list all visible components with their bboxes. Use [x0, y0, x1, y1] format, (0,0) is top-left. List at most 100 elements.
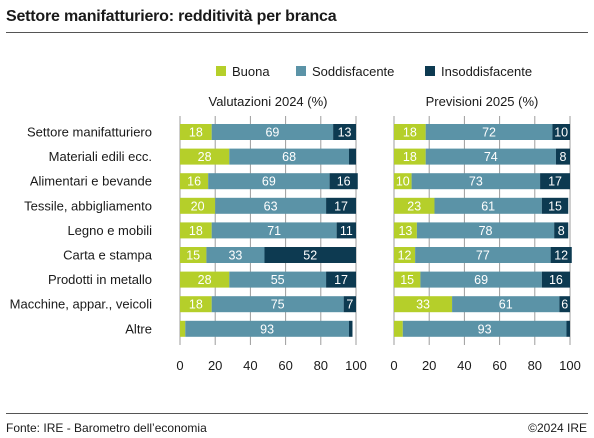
bar-0-4-2: [336, 222, 356, 239]
data-label-0-2-0: 16: [187, 175, 201, 189]
data-label-0-0-1: 69: [265, 126, 279, 140]
category-label-1: Materiali edili ecc.: [49, 149, 152, 164]
category-label-3: Tessile, abbigliamento: [24, 198, 152, 213]
bar-1-7-2: [559, 296, 570, 313]
tick-label-1-1: 20: [422, 358, 436, 373]
tick-label-0-1: 20: [208, 358, 222, 373]
data-label-1-6-2: 16: [549, 273, 563, 287]
data-label-1-3-1: 61: [481, 199, 495, 213]
bar-1-7-0: [394, 296, 453, 313]
data-label-0-4-0: 18: [189, 224, 203, 238]
data-label-1-2-0: 10: [396, 175, 410, 189]
bar-1-5-1: [415, 247, 551, 263]
bar-0-2-2: [329, 173, 358, 190]
data-label-1-1-2: 8: [559, 150, 566, 164]
data-label-1-6-0: 15: [400, 273, 414, 287]
data-label-0-4-1: 71: [267, 224, 281, 238]
tick-label-1-0: 0: [390, 358, 397, 373]
bar-1-0-1: [425, 124, 553, 140]
bottom-divider: [6, 413, 588, 414]
data-label-1-7-1: 61: [499, 298, 513, 312]
data-label-1-4-1: 78: [479, 224, 493, 238]
data-label-0-1-1: 68: [282, 150, 296, 164]
data-label-0-7-2: 7: [346, 298, 353, 312]
tick-label-1-4: 80: [528, 358, 542, 373]
category-label-0: Settore manifatturiero: [27, 125, 152, 140]
bar-1-2-2: [540, 173, 570, 190]
bar-0-2-1: [208, 173, 330, 190]
bar-0-5-2: [264, 247, 356, 263]
bar-1-2-1: [411, 173, 541, 190]
bar-0-6-1: [229, 271, 327, 288]
source-note: Fonte: IRE - Barometro dell’economia: [6, 421, 207, 435]
bar-0-7-1: [211, 296, 344, 313]
legend-swatch-1: [296, 66, 306, 76]
bar-0-5-0: [180, 247, 207, 263]
panel-title-0: Valutazioni 2024 (%): [209, 94, 328, 109]
bar-1-8-1: [402, 320, 567, 337]
data-label-0-5-2: 52: [303, 249, 317, 263]
data-label-0-7-1: 75: [271, 298, 285, 312]
bar-1-0-2: [552, 124, 570, 140]
bar-0-4-0: [180, 222, 212, 239]
data-label-0-7-0: 18: [189, 298, 203, 312]
bar-0-3-2: [326, 197, 356, 214]
tick-label-1-2: 40: [457, 358, 471, 373]
data-label-1-0-0: 18: [403, 126, 417, 140]
bar-0-6-2: [326, 271, 356, 288]
bar-0-8-2: [348, 320, 353, 337]
category-label-4: Legno e mobili: [67, 223, 152, 238]
data-label-0-6-1: 55: [271, 273, 285, 287]
data-label-1-7-0: 33: [416, 298, 430, 312]
data-label-0-5-0: 15: [186, 249, 200, 263]
tick-label-1-5: 100: [559, 358, 581, 373]
data-label-1-1-1: 74: [484, 150, 498, 164]
data-label-1-4-0: 13: [398, 224, 412, 238]
stacked-bar-chart: Buona Soddisfacente Insoddisfacente Settore…: [10, 64, 581, 373]
data-label-1-0-2: 10: [554, 126, 568, 140]
bar-0-0-2: [333, 124, 356, 140]
bar-0-8-0: [180, 320, 186, 337]
legend-label-0: Buona: [232, 64, 270, 79]
bar-1-3-1: [434, 197, 542, 214]
category-label-7: Macchine, appar., veicoli: [10, 297, 152, 312]
category-label-5: Carta e stampa: [63, 248, 153, 263]
bar-0-0-0: [180, 124, 212, 140]
bar-1-5-0: [394, 247, 416, 263]
bar-1-3-2: [541, 197, 569, 214]
data-label-0-6-0: 28: [198, 273, 212, 287]
data-label-1-5-2: 12: [554, 249, 568, 263]
chart-title: Settore manifatturiero: redditività per …: [6, 8, 337, 25]
category-label-2: Alimentari e bevande: [30, 174, 152, 189]
bar-0-1-1: [229, 148, 349, 165]
data-label-0-2-1: 69: [262, 175, 276, 189]
data-label-1-2-2: 17: [548, 175, 562, 189]
category-label-8: Altre: [125, 321, 152, 336]
data-label-1-4-2: 8: [558, 224, 565, 238]
data-label-0-3-1: 63: [264, 199, 278, 213]
bar-0-1-0: [180, 148, 230, 165]
data-label-0-3-2: 17: [334, 199, 348, 213]
bar-1-8-0: [394, 320, 403, 337]
bar-0-5-1: [206, 247, 265, 263]
tick-label-0-3: 60: [278, 358, 292, 373]
bar-1-5-2: [550, 247, 572, 263]
tick-label-0-5: 100: [345, 358, 367, 373]
bar-1-0-0: [394, 124, 426, 140]
bar-0-1-2: [348, 148, 356, 165]
bar-1-4-0: [394, 222, 417, 239]
data-label-1-5-0: 12: [398, 249, 412, 263]
data-label-0-3-0: 20: [191, 199, 205, 213]
panel-title-1: Previsioni 2025 (%): [426, 94, 539, 109]
bar-1-1-0: [394, 148, 426, 165]
bar-1-8-2: [566, 320, 570, 337]
legend-label-1: Soddisfacente: [312, 64, 394, 79]
data-label-0-0-2: 13: [338, 126, 352, 140]
bar-1-4-1: [416, 222, 555, 239]
data-label-0-5-1: 33: [228, 249, 242, 263]
data-label-1-8-1: 93: [478, 322, 492, 336]
data-label-0-8-1: 93: [260, 322, 274, 336]
data-label-0-1-0: 28: [198, 150, 212, 164]
bar-1-1-1: [425, 148, 556, 165]
data-label-0-2-2: 16: [337, 175, 351, 189]
